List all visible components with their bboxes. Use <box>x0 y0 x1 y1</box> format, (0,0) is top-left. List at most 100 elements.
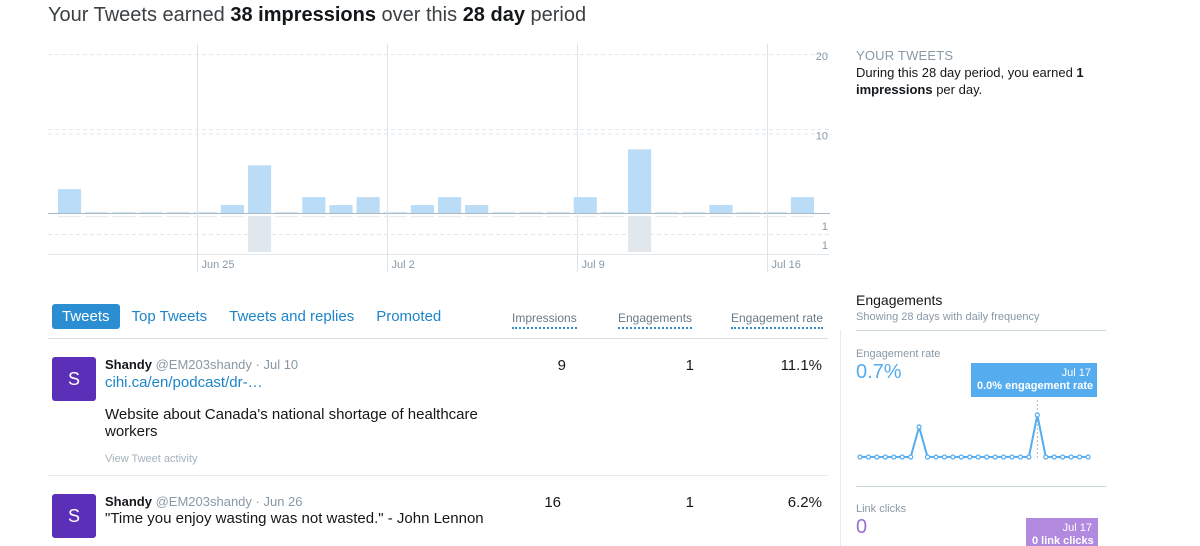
view-tweet-activity-link[interactable]: View Tweet activity <box>105 453 198 465</box>
tab-tweets[interactable]: Tweets <box>52 303 120 329</box>
impressions-bar <box>58 189 82 213</box>
rate-point <box>1034 412 1040 418</box>
rate-point <box>1085 454 1091 460</box>
engagements-bar <box>275 216 299 218</box>
avatar[interactable]: S <box>52 357 96 401</box>
tweet-text: Website about Canada's national shortage… <box>105 406 478 440</box>
tab-top-tweets[interactable]: Top Tweets <box>131 307 208 325</box>
tooltip-value: 0 link clicks <box>1032 535 1094 546</box>
link-clicks-tooltip: Jul 17 0 link clicks <box>1026 518 1098 546</box>
summary-caption: YOUR TWEETS <box>856 48 954 63</box>
tweets-summary: YOUR TWEETS During this 28 day period, y… <box>856 47 1116 98</box>
tweet-author-name[interactable]: Shandy <box>105 357 152 372</box>
engagements-bar <box>166 216 190 218</box>
impressions-bar <box>220 205 244 213</box>
tweet-header: Shandy @EM203shandy · Jun 26 <box>105 494 485 509</box>
engagements-bar <box>438 216 462 218</box>
engagements-bar <box>682 216 706 218</box>
impressions-bar <box>193 211 217 213</box>
tab-tweets-and-replies[interactable]: Tweets and replies <box>229 307 355 325</box>
tweet-author-name[interactable]: Shandy <box>105 494 152 509</box>
engagements-bar <box>356 216 380 218</box>
row-divider <box>48 475 828 476</box>
rate-point <box>908 454 914 460</box>
engagement-rate-tooltip: Jul 17 0.0% engagement rate <box>971 363 1097 397</box>
tweet-impressions: 16 <box>544 494 561 511</box>
impressions-bar <box>248 165 272 213</box>
engagement-rate-sparkline <box>857 400 1091 460</box>
engagements-bar <box>85 216 109 218</box>
rate-point <box>891 454 897 460</box>
impressions-bar <box>356 197 380 213</box>
tweet-date[interactable]: · Jul 10 <box>255 357 299 372</box>
rate-point <box>1051 454 1057 460</box>
tweet-engagements: 1 <box>685 357 694 374</box>
tab-promoted[interactable]: Promoted <box>376 307 442 325</box>
tweet-handle[interactable]: @EM203shandy <box>155 494 252 509</box>
rate-point <box>984 454 990 460</box>
rate-point <box>1000 454 1007 460</box>
impressions-bar <box>139 211 163 213</box>
column-engagement-rate[interactable]: Engagement rate <box>731 311 824 329</box>
rate-point <box>950 454 956 460</box>
summary-text: During this 28 day period, you earned <box>856 65 1077 80</box>
rate-point <box>958 454 964 460</box>
divider <box>856 330 1106 331</box>
impressions-bar <box>410 205 434 213</box>
engagements-bar <box>628 216 652 252</box>
engagement-rate-label: Engagement rate <box>856 348 941 360</box>
rate-point <box>874 454 880 460</box>
tooltip-date: Jul 17 <box>1061 367 1091 379</box>
column-impressions[interactable]: Impressions <box>512 311 577 329</box>
rate-point <box>1068 454 1074 460</box>
tweet-text: "Time you enjoy wasting was not wasted."… <box>105 510 484 527</box>
tweet-link[interactable]: cihi.ca/en/podcast/dr-… <box>105 374 263 391</box>
y-tick-label: 1 <box>822 221 828 233</box>
engagements-bar <box>302 216 326 218</box>
tweet-date[interactable]: · Jun 26 <box>255 494 303 509</box>
column-engagements[interactable]: Engagements <box>618 311 693 329</box>
x-tick-label: Jul 9 <box>582 259 605 271</box>
link-clicks-label: Link clicks <box>856 503 907 515</box>
tweet-handle[interactable]: @EM203shandy <box>155 357 252 372</box>
y-tick-label: 20 <box>816 51 828 63</box>
engagements-bar <box>573 216 597 218</box>
rate-point <box>1076 454 1083 460</box>
engagements-title: Engagements <box>856 292 943 308</box>
engagement-rate-value: 0.7% <box>856 361 902 383</box>
rate-point <box>1043 454 1049 460</box>
avatar[interactable]: S <box>52 494 96 538</box>
rate-point <box>933 454 939 460</box>
tweet-header: Shandy @EM203shandy · Jul 10 <box>105 357 485 372</box>
engagements-bar <box>465 216 489 218</box>
rate-point <box>865 454 872 460</box>
tweet-tabs: Tweets Top Tweets Tweets and replies Pro… <box>52 303 453 329</box>
rate-point <box>992 454 998 460</box>
impressions-bar <box>682 211 706 213</box>
engagements-bar <box>383 216 407 218</box>
tweet-engagements: 1 <box>685 494 694 511</box>
engagements-bar <box>736 216 760 218</box>
engagements-bar <box>655 216 679 218</box>
page-title: Your Tweets earned 38 impressions over t… <box>48 4 587 26</box>
rate-point <box>967 454 973 460</box>
divider <box>856 486 1106 487</box>
x-tick-label: Jul 16 <box>772 259 801 271</box>
impressions-bar <box>790 197 814 213</box>
y-tick-label: 10 <box>816 131 828 143</box>
tweet-engagement-rate: 11.1% <box>780 357 822 374</box>
engagements-bar <box>248 216 272 252</box>
engagements-bar <box>410 216 434 218</box>
impressions-bar <box>85 211 109 213</box>
impressions-bar <box>763 211 787 213</box>
engagements-bar <box>329 216 353 218</box>
impressions-bar <box>600 211 624 213</box>
y-tick-label: 1 <box>822 240 828 252</box>
impressions-chart: Jun 25 Jul 2 Jul 9 Jul 16 20 10 1 1 <box>48 44 830 274</box>
rate-line <box>860 414 1088 458</box>
engagements-bar <box>600 216 624 218</box>
engagements-bar <box>220 216 244 218</box>
rate-point <box>899 454 905 460</box>
tooltip-date: Jul 17 <box>1062 522 1092 534</box>
rate-point <box>916 424 922 430</box>
